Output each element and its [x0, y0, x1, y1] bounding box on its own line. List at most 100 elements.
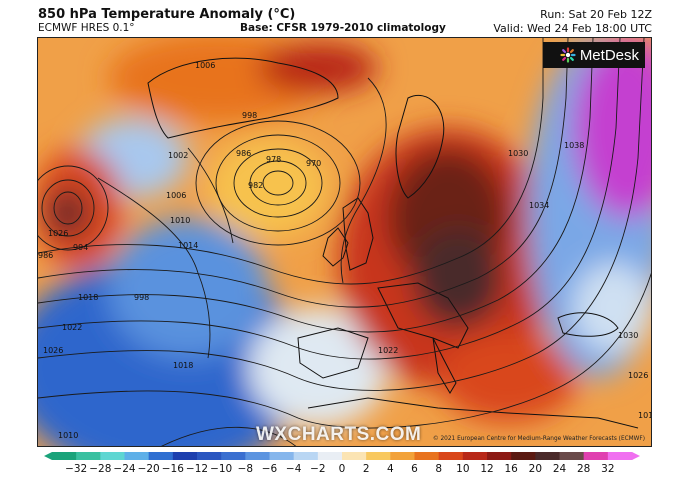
- model-label: ECMWF HRES 0.1°: [38, 22, 135, 34]
- isobar-label: 1010: [58, 431, 78, 440]
- isobar-lines: [38, 38, 651, 446]
- isobar-label: 1006: [166, 191, 186, 200]
- colorbar-segment: [607, 452, 633, 460]
- colorbar-segment: [221, 452, 246, 460]
- colorbar-tick-label: 10: [456, 463, 470, 475]
- colorbar-segment: [124, 452, 150, 460]
- isobar-line: [340, 77, 387, 284]
- cool-atlantic-anomaly: [108, 218, 268, 358]
- britain-coast: [342, 197, 374, 271]
- isobar-ring: [249, 160, 307, 206]
- valid-time-label: Valid: Wed 24 Feb 18:00 UTC: [493, 22, 652, 35]
- isobar-label: 1002: [168, 151, 188, 160]
- wxcharts-watermark: WXCHARTS.COM: [256, 424, 422, 445]
- colorbar-tick-label: 16: [504, 463, 518, 475]
- metdesk-logo: MetDesk: [543, 42, 645, 68]
- ireland-coast: [322, 227, 349, 267]
- neutral-band-anomaly: [248, 308, 388, 428]
- isobar-line: [187, 147, 234, 244]
- isobar-labels: 1006 998 1002 986 978 982 970 1006 1010 1014 1018 1…: [38, 61, 652, 440]
- isobar-label: 1006: [195, 61, 215, 70]
- greenland-coast: [147, 57, 339, 139]
- ecmwf-copyright: © 2021 European Centre for Medium-Range …: [432, 436, 645, 442]
- colorbar-tick-label: −12: [185, 463, 209, 475]
- isobar-ring: [195, 120, 361, 246]
- isobar-label: 1034: [529, 201, 549, 210]
- isobar-ring: [233, 148, 323, 218]
- isobar-label: 970: [306, 159, 321, 168]
- isobar-ring: [41, 179, 95, 237]
- colorbar: [44, 452, 640, 460]
- balkans-warm-anomaly: [438, 333, 578, 423]
- colorbar-segment: [317, 452, 343, 460]
- colorbar-tick-label: −32: [65, 463, 88, 475]
- isobar-label: 1018: [173, 361, 193, 370]
- isobar-line: [38, 38, 621, 360]
- colorbar-tick-label: 20: [528, 463, 543, 475]
- metdesk-icon: [560, 47, 576, 63]
- isobar-label: 1018: [78, 293, 98, 302]
- isobar-label: 1026: [628, 371, 648, 380]
- italy-coast: [432, 337, 457, 394]
- isobar-label: 1030: [508, 149, 528, 158]
- colorbar-segment: [511, 452, 536, 460]
- isobar-label: 1022: [62, 323, 82, 332]
- colorbar-segment: [535, 452, 560, 460]
- isobar-ring: [53, 191, 83, 225]
- colorbar-segment: [269, 452, 295, 460]
- isobar-line: [97, 177, 211, 359]
- colorbar-tick-label: 6: [411, 463, 418, 475]
- isobar-label: 986: [236, 149, 251, 158]
- europe-core-anomaly: [413, 228, 503, 328]
- isobar-label: 994: [73, 243, 88, 252]
- colorbar-segment: [487, 452, 512, 460]
- hot-greenland-anomaly: [258, 43, 378, 93]
- colorbar-segment: [438, 452, 464, 460]
- temperature-anomaly-map[interactable]: 1006 998 1002 986 978 982 970 1006 1010 1014 1018 1…: [37, 37, 652, 447]
- colorbar-segment: [366, 452, 391, 460]
- isobar-label: 1026: [43, 346, 63, 355]
- isobar-line: [161, 426, 297, 446]
- colorbar-tick-label: 8: [435, 463, 442, 475]
- colorbar-tick-label: −28: [89, 463, 112, 475]
- north-africa-coast: [307, 397, 639, 429]
- isobar-label: 986: [38, 251, 53, 260]
- colorbar-segment: [197, 452, 222, 460]
- isobar-label: 1026: [48, 229, 68, 238]
- chart-title: 850 hPa Temperature Anomaly (°C): [38, 7, 296, 22]
- colorbar-tick-label: 4: [386, 463, 394, 475]
- colorbar-tick-label: −20: [137, 463, 160, 475]
- colorbar-tick-label: 2: [362, 463, 370, 475]
- isobar-label: 998: [134, 293, 149, 302]
- colorbar-tick-label: −16: [161, 463, 184, 475]
- russia-cold-anomaly: [573, 38, 651, 218]
- colorbar-segment: [245, 452, 270, 460]
- iberia-coast: [297, 327, 369, 379]
- colorbar-tick-label: −24: [113, 463, 136, 475]
- isobar-label: 978: [266, 155, 281, 164]
- black-sea-coast: [557, 312, 619, 337]
- colorbar-tick-label: −4: [285, 463, 302, 475]
- run-time-label: Run: Sat 20 Feb 12Z: [540, 8, 652, 21]
- colorbar-tick-label: 28: [576, 463, 591, 475]
- colorbar-segment: [462, 452, 488, 460]
- isobar-label: 1038: [564, 141, 584, 150]
- colorbar-segment: [293, 452, 319, 460]
- colorbar-segment: [342, 452, 367, 460]
- isobar-line: [38, 38, 544, 285]
- black-sea-neutral-anomaly: [573, 263, 651, 353]
- colorbar-tick-label: −8: [237, 463, 254, 475]
- colorbar-tick-labels: −32 −28 −24 −20 −16 −12 −10 −8 −6 −4 −2 0 2 4 6 8 10 12 16…: [44, 463, 640, 477]
- isobar-label: 998: [242, 111, 257, 120]
- isobar-ring: [262, 170, 294, 196]
- colorbar-segment: [559, 452, 585, 460]
- isobar-ring: [215, 134, 341, 232]
- map-canvas: 1006 998 1002 986 978 982 970 1006 1010 1014 1018 1…: [38, 38, 652, 446]
- colorbar-right-arrow: [632, 452, 640, 460]
- colorbar-segment: [583, 452, 609, 460]
- isobar-line: [38, 272, 651, 429]
- colorbar-segment: [390, 452, 415, 460]
- isobar-label: 1014: [638, 411, 652, 420]
- isobar-line: [38, 38, 569, 308]
- isobar-label: 1022: [378, 346, 398, 355]
